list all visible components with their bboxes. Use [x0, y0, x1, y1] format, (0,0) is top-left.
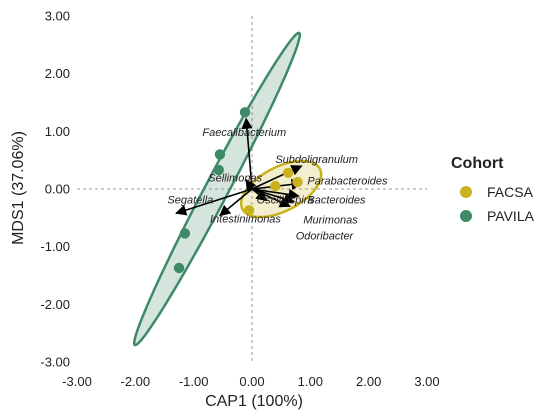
x-tick-label: -3.00 [62, 374, 92, 389]
vector-intestinimonas [219, 188, 253, 217]
legend-key-facsa [460, 186, 472, 198]
x-tick-label: 3.00 [414, 374, 439, 389]
vector-label-oscillospira: Oscillospira [257, 194, 314, 206]
x-tick-label: -1.00 [179, 374, 209, 389]
vector-subdoligranulum [251, 165, 303, 190]
legend: Cohort FACSA PAVILA [451, 155, 535, 224]
vector-label-parabacteroides: Parabacteroides [307, 175, 388, 187]
x-tick-label: -2.00 [121, 374, 151, 389]
vector-label-murimonas: Murimonas [303, 215, 358, 227]
point-facsa-3 [270, 180, 281, 192]
y-tick-label: 0.00 [45, 182, 70, 197]
y-tick-label: -3.00 [40, 355, 70, 370]
x-axis-title: CAP1 (100%) [205, 393, 303, 410]
vector-labels: Faecalibacterium Sellimonas Segatella Intes… [167, 127, 388, 243]
legend-label-pavila: PAVILA [487, 208, 535, 224]
x-axis-ticks: -3.00 -2.00 -1.00 0.00 1.00 2.00 3.00 [62, 374, 439, 389]
point-facsa-2 [292, 176, 303, 188]
vector-label-bacteroides: Bacteroides [307, 194, 366, 206]
point-pavila-2 [214, 149, 226, 160]
point-pavila-1 [239, 107, 251, 118]
y-axis-title: MDS1 (37.06%) [10, 131, 27, 245]
vector-label-segatella: Segatella [167, 194, 213, 206]
x-tick-label: 2.00 [356, 374, 381, 389]
vector-label-faecalibacterium: Faecalibacterium [202, 127, 286, 139]
y-tick-label: 2.00 [45, 66, 70, 81]
sample-points [173, 107, 303, 274]
point-pavila-3 [213, 164, 224, 176]
vector-label-odoribacter: Odoribacter [296, 231, 355, 243]
y-tick-label: -1.00 [40, 239, 70, 254]
legend-title: Cohort [451, 155, 504, 172]
legend-key-pavila [460, 210, 472, 222]
point-facsa-1 [282, 167, 294, 179]
vector-odoribacter [251, 188, 291, 208]
x-tick-label: 0.00 [239, 374, 264, 389]
point-facsa-4 [243, 205, 255, 216]
x-tick-label: 1.00 [298, 374, 323, 389]
y-tick-label: -2.00 [40, 297, 70, 312]
y-tick-label: 1.00 [45, 124, 70, 139]
y-tick-label: 3.00 [45, 9, 70, 24]
y-axis-ticks: -3.00 -2.00 -1.00 0.00 1.00 2.00 3.00 [40, 9, 70, 370]
vector-label-sellimonas: Sellimonas [208, 173, 262, 185]
point-pavila-5 [173, 262, 185, 274]
vector-label-subdoligranulum: Subdoligranulum [275, 154, 358, 166]
point-pavila-4 [179, 228, 191, 239]
vector-segatella [175, 188, 253, 216]
legend-label-facsa: FACSA [487, 184, 534, 200]
vector-sellimonas [245, 178, 257, 192]
vector-label-intestinimonas: Intestinimonas [210, 213, 281, 225]
vector-faecalibacterium [241, 117, 253, 190]
